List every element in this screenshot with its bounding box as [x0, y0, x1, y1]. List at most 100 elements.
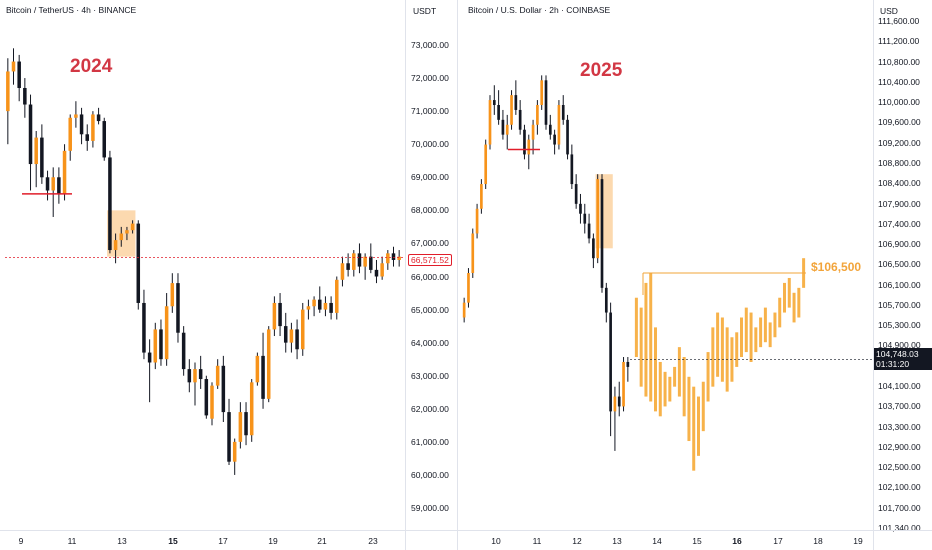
projection-bar	[649, 273, 653, 402]
left-candle-body	[176, 283, 180, 333]
left-candle-body	[346, 263, 350, 270]
left-candle-body	[210, 385, 214, 419]
left-year-label: 2024	[70, 56, 113, 77]
left-candle-body	[113, 240, 118, 251]
right-candle-body	[471, 233, 475, 274]
right-candle-body	[574, 184, 578, 204]
candle-countdown: 01:31:20	[876, 359, 910, 369]
left-price-tick: 59,000.00	[411, 503, 449, 513]
left-candle-body	[164, 306, 169, 360]
right-candle-body	[544, 80, 548, 125]
time-tick: 13	[117, 536, 127, 546]
left-price-tick: 71,000.00	[411, 106, 449, 117]
right-price-tick: 108,400.00	[878, 178, 921, 189]
projection-bar	[749, 312, 753, 362]
right-candle-body	[622, 361, 625, 407]
left-candle-body	[357, 253, 362, 267]
left-candle-body	[6, 71, 10, 112]
left-candle-body	[283, 326, 288, 343]
projection-bar	[634, 297, 638, 358]
right-candle-body	[514, 95, 518, 110]
right-candle-body	[462, 302, 466, 318]
left-price-tick: 61,000.00	[411, 436, 449, 447]
right-price-tick: 111,200.00	[878, 36, 920, 47]
time-tick: 16	[732, 536, 742, 546]
left-candle-body	[272, 302, 277, 330]
right-candle-body	[501, 119, 505, 135]
left-candle-body	[28, 104, 33, 165]
left-price-tick: 72,000.00	[411, 73, 449, 84]
time-tick: 19	[268, 536, 278, 546]
projection-bar	[706, 352, 710, 402]
right-candle-body	[467, 273, 470, 303]
left-candle-body	[153, 329, 158, 363]
time-tick: 10	[491, 536, 501, 546]
left-candle-body	[266, 329, 271, 399]
right-price-tick: 102,500.00	[878, 462, 921, 473]
left-candle-body	[204, 379, 209, 416]
left-candle-body	[40, 137, 44, 178]
right-year-label: 2025	[580, 60, 623, 81]
right-candle-body	[527, 139, 531, 155]
time-tick: 13	[612, 536, 622, 546]
right-candle-body	[540, 80, 544, 106]
left-candle-body	[17, 61, 21, 88]
right-price-tick: 106,500.00	[878, 259, 921, 270]
left-price-tick: 60,000.00	[411, 469, 449, 480]
left-candle-body	[79, 114, 84, 135]
left-candle-body	[125, 230, 129, 234]
left-candle-body	[374, 269, 379, 277]
right-price-tick: 110,800.00	[878, 56, 920, 67]
right-price-tick: 107,900.00	[878, 198, 921, 209]
left-candle-body	[232, 441, 237, 462]
left-chart-panel[interactable]: Bitcoin / TetherUS · 4h · BINANCE 2024	[0, 0, 457, 550]
left-candle-body	[227, 412, 231, 462]
right-candle-body	[492, 100, 496, 106]
right-candle-body	[617, 396, 621, 407]
right-candle-body	[579, 203, 582, 214]
right-price-tick: 109,600.00	[878, 117, 921, 128]
left-candle-body	[187, 369, 192, 383]
projection-bar	[773, 312, 777, 338]
left-candle-body	[108, 157, 112, 251]
left-candle-body	[91, 114, 95, 141]
projection-bar	[763, 307, 767, 343]
left-candle-body	[261, 355, 265, 399]
left-candle-body	[142, 302, 146, 353]
projection-bar	[687, 376, 691, 442]
left-candle-body	[312, 299, 316, 307]
right-candle-body	[566, 119, 569, 155]
left-candle-body	[295, 329, 299, 350]
left-axis-divider	[405, 0, 406, 550]
projection-bar	[658, 361, 662, 417]
projection-bar	[740, 317, 743, 358]
right-candle-body	[536, 105, 539, 125]
right-price-tick: 102,100.00	[878, 482, 921, 493]
time-tick: 15	[168, 536, 178, 546]
projection-bar	[711, 327, 715, 387]
right-chart-panel[interactable]: Bitcoin / U.S. Dollar · 2h · COINBASE 20…	[458, 0, 874, 550]
left-price-tick: 66,000.00	[411, 271, 449, 282]
right-candle-body	[518, 109, 522, 130]
left-price-tick: 64,000.00	[411, 337, 449, 348]
left-candle-body	[170, 283, 175, 307]
projection-bar	[644, 282, 648, 397]
right-candle-body	[480, 184, 483, 209]
left-candle-body	[249, 382, 254, 436]
projection-bar	[716, 312, 720, 377]
right-candle-body	[570, 154, 574, 185]
time-tick: 21	[317, 536, 327, 546]
right-price-tick: 104,900.00	[878, 340, 921, 351]
time-tick: 19	[853, 536, 863, 546]
right-price-tick: 103,700.00	[878, 401, 921, 412]
left-candle-body	[340, 263, 345, 280]
left-candle-body	[119, 233, 124, 241]
projection-bar	[677, 347, 681, 397]
left-candle-body	[181, 332, 186, 370]
left-candle-body	[147, 352, 152, 363]
left-price-tick: 62,000.00	[411, 403, 449, 414]
left-candle-body	[23, 87, 27, 105]
projection-bar	[759, 317, 763, 348]
right-candle-body	[561, 105, 565, 120]
